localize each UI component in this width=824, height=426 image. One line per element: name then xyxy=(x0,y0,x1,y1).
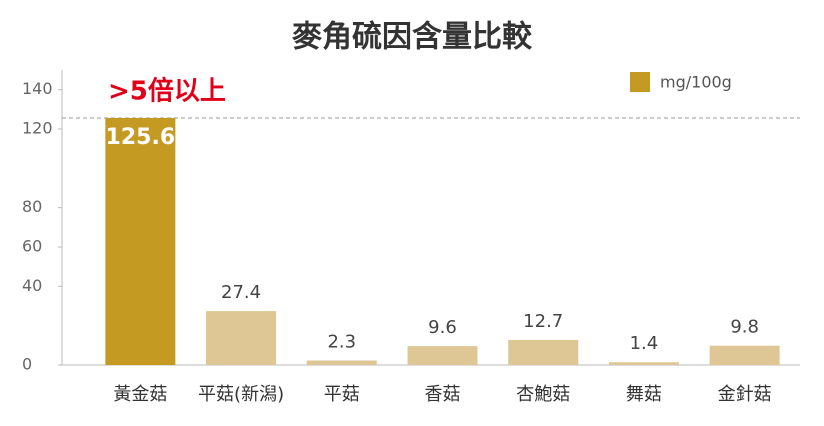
bar xyxy=(206,311,277,365)
chart-title: 麥角硫因含量比較 xyxy=(291,20,533,55)
y-tick-label: 120 xyxy=(22,119,53,138)
x-tick-label: 黃金菇 xyxy=(113,384,167,405)
y-tick-label: 40 xyxy=(22,276,42,295)
y-tick-label: 0 xyxy=(22,355,32,374)
x-tick-label: 平菇(新潟) xyxy=(198,384,284,405)
bar xyxy=(306,360,377,365)
value-label: 27.4 xyxy=(221,282,261,303)
x-tick-label: 舞菇 xyxy=(626,384,662,405)
value-label: 12.7 xyxy=(523,311,563,332)
value-label: 9.8 xyxy=(730,317,759,338)
annotation: >5倍以上 xyxy=(108,76,226,107)
value-label: 9.6 xyxy=(428,317,457,338)
x-tick-label: 金針菇 xyxy=(718,384,772,405)
y-tick-label: 80 xyxy=(22,197,42,216)
y-tick-label: 60 xyxy=(22,237,42,256)
legend-swatch xyxy=(630,72,650,92)
value-label: 2.3 xyxy=(327,331,356,352)
legend-label: mg/100g xyxy=(660,73,732,92)
x-tick-label: 香菇 xyxy=(425,384,461,405)
bar xyxy=(709,345,780,365)
value-label: 125.6 xyxy=(106,125,176,150)
x-tick-label: 平菇 xyxy=(324,384,360,405)
value-label: 1.4 xyxy=(630,333,659,354)
bar xyxy=(608,362,679,365)
y-tick-label: 140 xyxy=(22,79,53,98)
bar xyxy=(407,346,478,365)
x-tick-label: 杏鮑菇 xyxy=(516,384,570,405)
bar xyxy=(508,340,579,365)
bar xyxy=(105,117,176,365)
